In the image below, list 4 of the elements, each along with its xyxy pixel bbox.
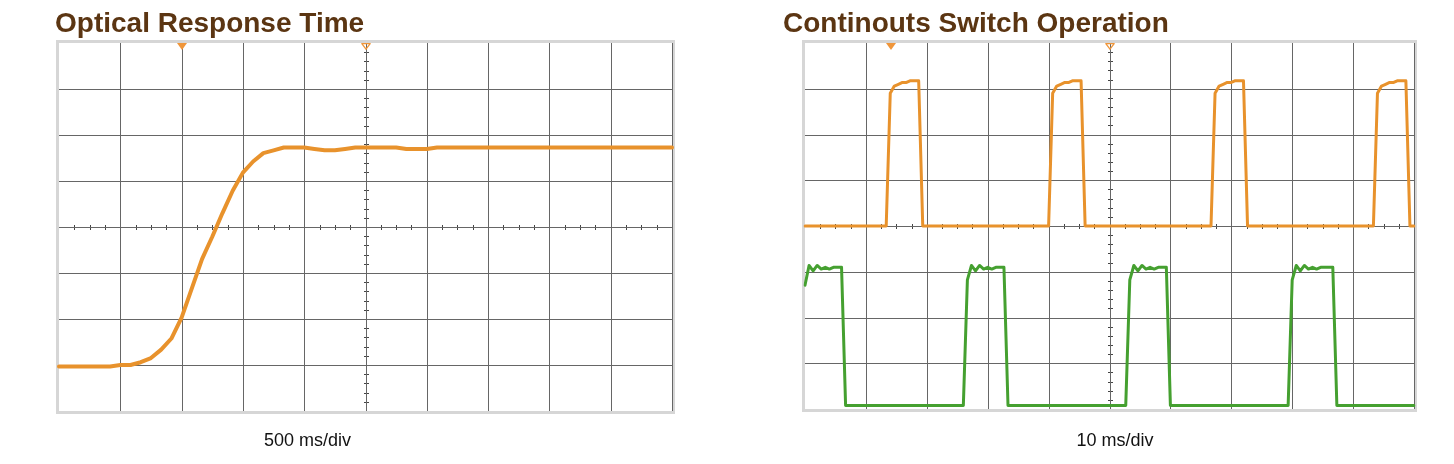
chart-title: Optical Response Time	[55, 7, 365, 38]
x-axis-title: 500 ms/div	[263, 430, 352, 450]
chart-title: Continouts Switch Operation	[783, 7, 1169, 38]
x-axis-title: 10 ms/div	[1076, 430, 1154, 450]
